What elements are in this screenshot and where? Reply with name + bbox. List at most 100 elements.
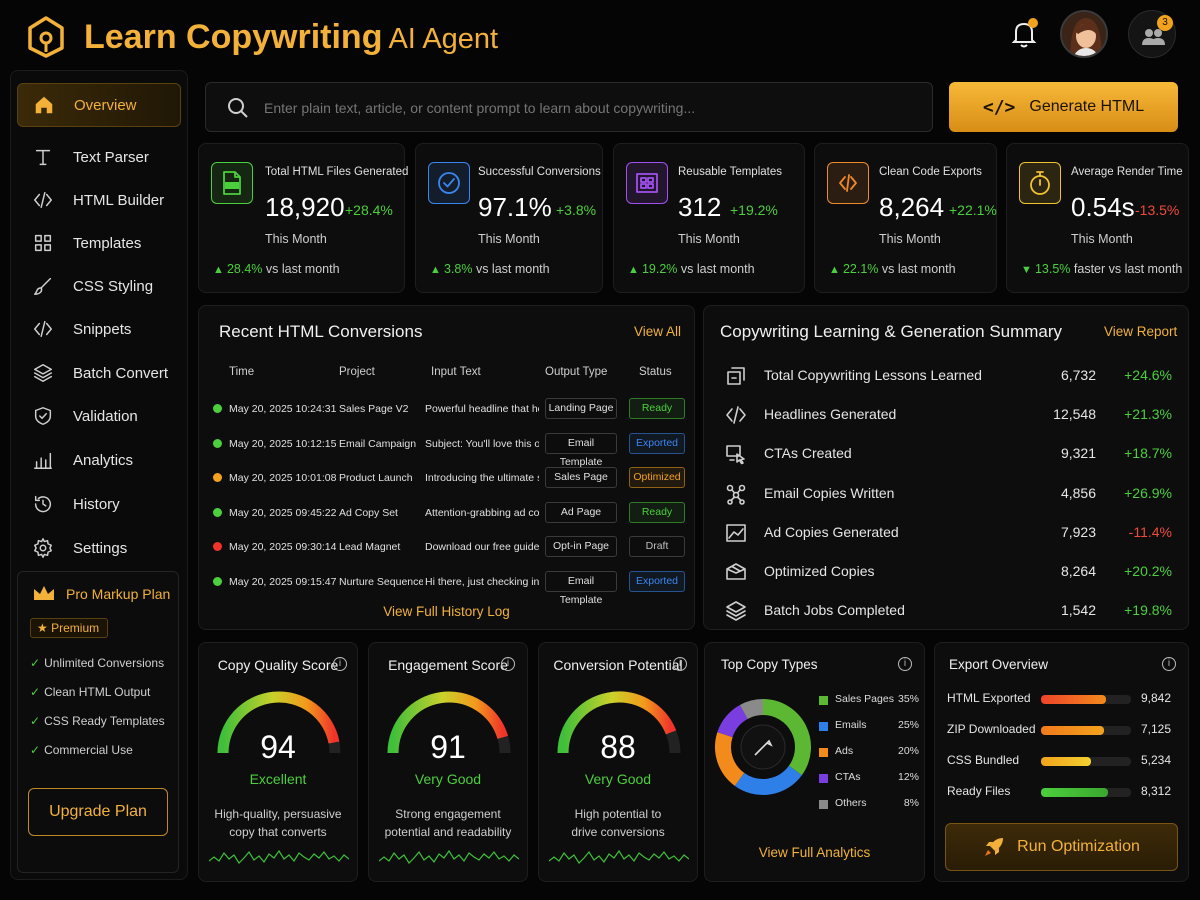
code-icon: [726, 406, 746, 424]
box-icon: [726, 563, 746, 580]
summary-row: CTAs Created 9,321 +18.7%: [704, 435, 1188, 473]
plan-title: Pro Markup Plan: [66, 586, 171, 602]
sidebar-item-history[interactable]: History: [17, 482, 181, 526]
summary-row: Optimized Copies 8,264 +20.2%: [704, 553, 1188, 591]
grid-icon-wrap: [31, 231, 55, 255]
sidebar-item-templates[interactable]: Templates: [17, 221, 181, 265]
donut-slice: [734, 765, 802, 795]
info-icon[interactable]: i: [501, 657, 515, 671]
table-row[interactable]: May 20, 2025 10:24:31 Sales Page V2 Powerf…: [199, 392, 689, 426]
cell-project: Ad Copy Set: [339, 506, 398, 519]
summary-label: Batch Jobs Completed: [764, 602, 905, 619]
donut-chart: [715, 699, 811, 795]
notifications-button[interactable]: [1006, 16, 1042, 52]
summary-row: Ad Copies Generated 7,923 -11.4%: [704, 514, 1188, 552]
view-history-link[interactable]: View Full History Log: [383, 604, 510, 619]
table-row[interactable]: May 20, 2025 10:12:15 Email Campaign Subje…: [199, 427, 689, 468]
output-type-tag: Ad Page: [545, 501, 617, 523]
export-row: Ready Files 8,312: [947, 784, 1171, 804]
stat-footer-pct: 3.8%: [443, 262, 473, 276]
table-row[interactable]: May 20, 2025 09:15:47 Nurture Sequence Hi …: [199, 565, 689, 606]
table-row[interactable]: May 20, 2025 10:01:08 Product Launch Intro…: [199, 461, 689, 495]
summary-label: Email Copies Written: [764, 484, 895, 501]
sidebar-item-label: CSS Styling: [73, 277, 154, 295]
view-all-link[interactable]: View All: [634, 324, 682, 339]
check-icon: ✓: [30, 743, 41, 757]
sidebar-item-batch-convert[interactable]: Batch Convert: [17, 351, 181, 395]
bell-icon: [1011, 18, 1038, 48]
summary-row: Headlines Generated 12,548 +21.3%: [704, 396, 1188, 434]
html-file-icon: [223, 171, 241, 195]
sidebar-item-analytics[interactable]: Analytics: [17, 438, 181, 482]
cell-time: May 20, 2025 10:01:08: [229, 472, 337, 485]
view-report-link[interactable]: View Report: [1104, 324, 1178, 339]
gauge-description-line: drive conversions: [571, 825, 665, 839]
status-dot: [213, 577, 222, 586]
sidebar-item-overview[interactable]: Overview: [17, 83, 181, 127]
home-icon: [35, 96, 53, 114]
stat-footer-pct: 28.4%: [226, 262, 263, 276]
sidebar-item-text-parser[interactable]: Text Parser: [17, 135, 181, 179]
info-icon[interactable]: i: [898, 657, 912, 671]
output-type-tag: Opt-in Page: [545, 536, 617, 558]
sidebar-item-label: Templates: [73, 234, 142, 252]
sidebar-item-settings[interactable]: Settings: [17, 526, 181, 570]
run-optimization-button[interactable]: Run Optimization: [945, 823, 1178, 871]
column-header: Input Text: [431, 366, 481, 378]
gauge-rating: Very Good: [584, 771, 652, 787]
upgrade-plan-button[interactable]: Upgrade Plan: [28, 788, 168, 836]
search-bar[interactable]: [205, 82, 933, 132]
summary-pct: +24.6%: [1124, 367, 1172, 383]
premium-badge: ★ Premium: [30, 618, 108, 638]
summary-pct: +18.7%: [1124, 445, 1172, 462]
gauge-description: High potential to drive conversions: [539, 805, 697, 841]
summary-icon-wrap: [724, 442, 748, 466]
avatar[interactable]: [1060, 10, 1108, 58]
search-icon: [228, 98, 248, 118]
cell-input: Download our free guide to...: [425, 541, 539, 554]
code-icon: [34, 320, 52, 338]
summary-pct: -11.4%: [1128, 523, 1172, 540]
status-dot: [213, 438, 222, 448]
legend-label: Ads: [835, 745, 854, 757]
pro-plan-card: Pro Markup Plan ★ Premium ✓ Unlimited Con…: [17, 571, 179, 873]
plan-feature: ✓ Commercial Use: [30, 743, 133, 757]
avatar-image: [1062, 12, 1106, 56]
sidebar-item-validation[interactable]: Validation: [17, 394, 181, 438]
template-icon: [636, 173, 658, 193]
info-icon[interactable]: i: [673, 657, 687, 671]
team-button[interactable]: 3: [1128, 10, 1176, 58]
stat-footer: ▲ 22.1% vs last month: [829, 262, 956, 276]
stat-footer: ▲ 3.8% vs last month: [430, 262, 550, 276]
view-analytics-link[interactable]: View Full Analytics: [758, 845, 871, 860]
grid-icon: [34, 234, 52, 252]
sidebar-item-html-builder[interactable]: HTML Builder: [17, 178, 181, 222]
gauge-card: Conversion Potential i 88 Very Good High pot…: [538, 642, 698, 882]
stat-delta: +22.1%: [949, 202, 997, 218]
sidebar-item-css-styling[interactable]: CSS Styling: [17, 264, 181, 308]
shield-check-icon: [34, 407, 52, 425]
cell-time: May 20, 2025 09:30:14: [229, 541, 337, 554]
plan-feature-label: CSS Ready Templates: [44, 714, 165, 728]
legend-swatch: [819, 696, 828, 705]
summary-panel: Copywriting Learning & Generation Summar…: [703, 305, 1189, 630]
legend-swatch: [819, 722, 828, 731]
sidebar-item-snippets[interactable]: Snippets: [17, 307, 181, 351]
stat-period: This Month: [879, 232, 941, 246]
status-badge: Exported: [629, 571, 685, 592]
table-row[interactable]: May 20, 2025 09:45:22 Ad Copy Set Attentio…: [199, 496, 689, 530]
info-icon[interactable]: i: [1162, 657, 1176, 671]
stopwatch-icon: [1030, 171, 1050, 195]
brush-icon: [34, 277, 52, 295]
summary-value: 1,542: [1060, 602, 1096, 619]
table-row[interactable]: May 20, 2025 09:30:14 Lead Magnet Download…: [199, 530, 689, 564]
donut-slice: [715, 732, 745, 786]
column-header: Time: [229, 366, 255, 378]
generate-html-button[interactable]: </> Generate HTML: [949, 82, 1178, 132]
chart-image-icon: [726, 523, 746, 542]
stat-label: Reusable Templates: [678, 166, 782, 178]
summary-label: Total Copywriting Lessons Learned: [764, 367, 982, 383]
search-input[interactable]: [264, 95, 914, 121]
info-icon[interactable]: i: [333, 657, 347, 671]
legend-swatch: [819, 748, 828, 757]
